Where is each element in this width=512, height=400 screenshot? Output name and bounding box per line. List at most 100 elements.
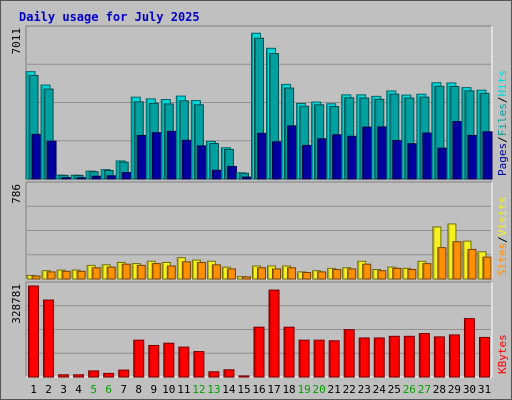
panel-kbytes: 328781 KBytes xyxy=(10,281,509,378)
legend-entry: / xyxy=(496,236,509,243)
panel-visits-sites: 786 Sites/Visits xyxy=(10,181,509,280)
bar-sites-day-2 xyxy=(46,271,56,280)
x-tick-label-day-15: 15 xyxy=(237,383,250,396)
x-tick-label-day-4: 4 xyxy=(75,383,82,396)
bar-kbytes-day-13 xyxy=(208,371,220,378)
x-tick-label-day-6: 6 xyxy=(105,383,112,396)
bar-sites-day-17 xyxy=(272,268,282,280)
x-tick-label-day-26: 26 xyxy=(403,383,416,396)
legend-entry: Visits xyxy=(496,197,509,237)
bar-kbytes-day-18 xyxy=(283,326,295,378)
x-tick-label-day-10: 10 xyxy=(162,383,175,396)
bar-kbytes-day-27 xyxy=(418,333,430,378)
bar-kbytes-day-11 xyxy=(178,346,190,378)
bar-sites-day-7 xyxy=(121,263,131,280)
bar-kbytes-day-1 xyxy=(28,285,40,378)
bar-sites-day-8 xyxy=(136,264,146,280)
legend-entry: Sites xyxy=(496,243,509,276)
x-tick-label-day-21: 21 xyxy=(328,383,341,396)
bar-kbytes-day-14 xyxy=(223,369,235,378)
bar-sites-day-3 xyxy=(61,270,71,280)
bar-sites-day-23 xyxy=(362,263,372,280)
bar-sites-day-26 xyxy=(407,269,417,280)
x-tick-label-day-23: 23 xyxy=(358,383,371,396)
bar-kbytes-day-16 xyxy=(253,326,265,378)
bar-sites-day-22 xyxy=(347,268,357,280)
bar-sites-day-19 xyxy=(302,271,312,280)
bar-kbytes-day-4 xyxy=(73,374,85,378)
bar-kbytes-day-30 xyxy=(463,318,475,378)
bar-kbytes-day-28 xyxy=(433,336,445,378)
bar-sites-day-1 xyxy=(31,275,41,280)
bar-kbytes-day-10 xyxy=(163,342,175,378)
bar-sites-day-31 xyxy=(482,256,492,280)
bar-kbytes-day-25 xyxy=(388,335,400,378)
x-tick-label-day-14: 14 xyxy=(222,383,236,396)
legend-kbytes: KBytes xyxy=(496,334,509,374)
x-tick-label-day-25: 25 xyxy=(388,383,401,396)
legend-visits-sites: Sites/Visits xyxy=(496,197,509,277)
legend-entry: Pages xyxy=(496,143,509,176)
legend-hits-files-pages: Pages/Files/Hits xyxy=(496,70,509,176)
bar-kbytes-day-19 xyxy=(298,339,310,378)
bar-sites-day-4 xyxy=(76,270,86,280)
bar-kbytes-day-24 xyxy=(373,337,385,378)
x-tick-label-day-2: 2 xyxy=(45,383,52,396)
y-max-label: 786 xyxy=(10,184,23,204)
x-tick-label-day-11: 11 xyxy=(177,383,190,396)
x-tick-label-day-13: 13 xyxy=(207,383,220,396)
bar-kbytes-day-7 xyxy=(118,369,130,378)
x-tick-label-day-31: 31 xyxy=(478,383,491,396)
x-tick-label-day-1: 1 xyxy=(30,383,37,396)
bar-kbytes-day-23 xyxy=(358,337,370,378)
bar-kbytes-day-20 xyxy=(313,339,325,378)
bar-kbytes-day-17 xyxy=(268,289,280,378)
bar-sites-day-11 xyxy=(181,261,191,280)
x-tick-label-day-17: 17 xyxy=(267,383,280,396)
y-max-label: 7011 xyxy=(10,28,23,55)
x-tick-label-day-30: 30 xyxy=(463,383,476,396)
bar-sites-day-14 xyxy=(226,268,236,280)
x-tick-label-day-16: 16 xyxy=(252,383,265,396)
bar-sites-day-18 xyxy=(287,267,297,280)
legend-entry: Hits xyxy=(496,70,509,97)
x-tick-label-day-8: 8 xyxy=(135,383,142,396)
bar-kbytes-day-31 xyxy=(478,336,490,378)
bar-sites-day-24 xyxy=(377,270,387,280)
bar-kbytes-day-6 xyxy=(103,372,115,378)
legend-entry: Files xyxy=(496,103,509,136)
x-tick-label-day-24: 24 xyxy=(373,383,387,396)
bar-sites-day-25 xyxy=(392,267,402,280)
x-tick-label-day-22: 22 xyxy=(343,383,356,396)
x-tick-label-day-27: 27 xyxy=(418,383,431,396)
x-tick-label-day-19: 19 xyxy=(297,383,310,396)
x-tick-label-day-9: 9 xyxy=(150,383,157,396)
bar-sites-day-30 xyxy=(467,248,477,280)
x-tick-label-day-5: 5 xyxy=(90,383,97,396)
bar-kbytes-day-21 xyxy=(328,340,340,378)
y-max-label: 328781 xyxy=(10,284,23,324)
bar-pages-day-2 xyxy=(46,140,57,180)
bar-sites-day-12 xyxy=(196,261,206,280)
legend-entry: / xyxy=(496,97,509,104)
bar-kbytes-day-8 xyxy=(133,339,145,378)
chart-panels: 7011Pages/Files/Hits786Sites/Visits32878… xyxy=(10,25,509,378)
legend-entry: KBytes xyxy=(496,334,509,374)
x-tick-label-day-20: 20 xyxy=(313,383,326,396)
bar-sites-day-20 xyxy=(317,271,327,280)
x-tick-label-day-28: 28 xyxy=(433,383,446,396)
bar-sites-day-21 xyxy=(332,269,342,280)
bar-kbytes-day-26 xyxy=(403,335,415,378)
bar-sites-day-9 xyxy=(151,263,161,280)
bar-sites-day-27 xyxy=(422,263,432,280)
x-tick-label-day-12: 12 xyxy=(192,383,205,396)
legend-entry: / xyxy=(496,136,509,143)
bar-kbytes-day-12 xyxy=(193,351,205,378)
bar-sites-day-29 xyxy=(452,241,462,280)
bar-sites-day-10 xyxy=(166,265,176,280)
x-axis-labels: 1 2 3 4 5 6 7 8 9 10 11 12 13 14 15 16 17 18 19 20 21 22 23 24 2… xyxy=(30,383,491,396)
x-tick-label-day-18: 18 xyxy=(282,383,295,396)
